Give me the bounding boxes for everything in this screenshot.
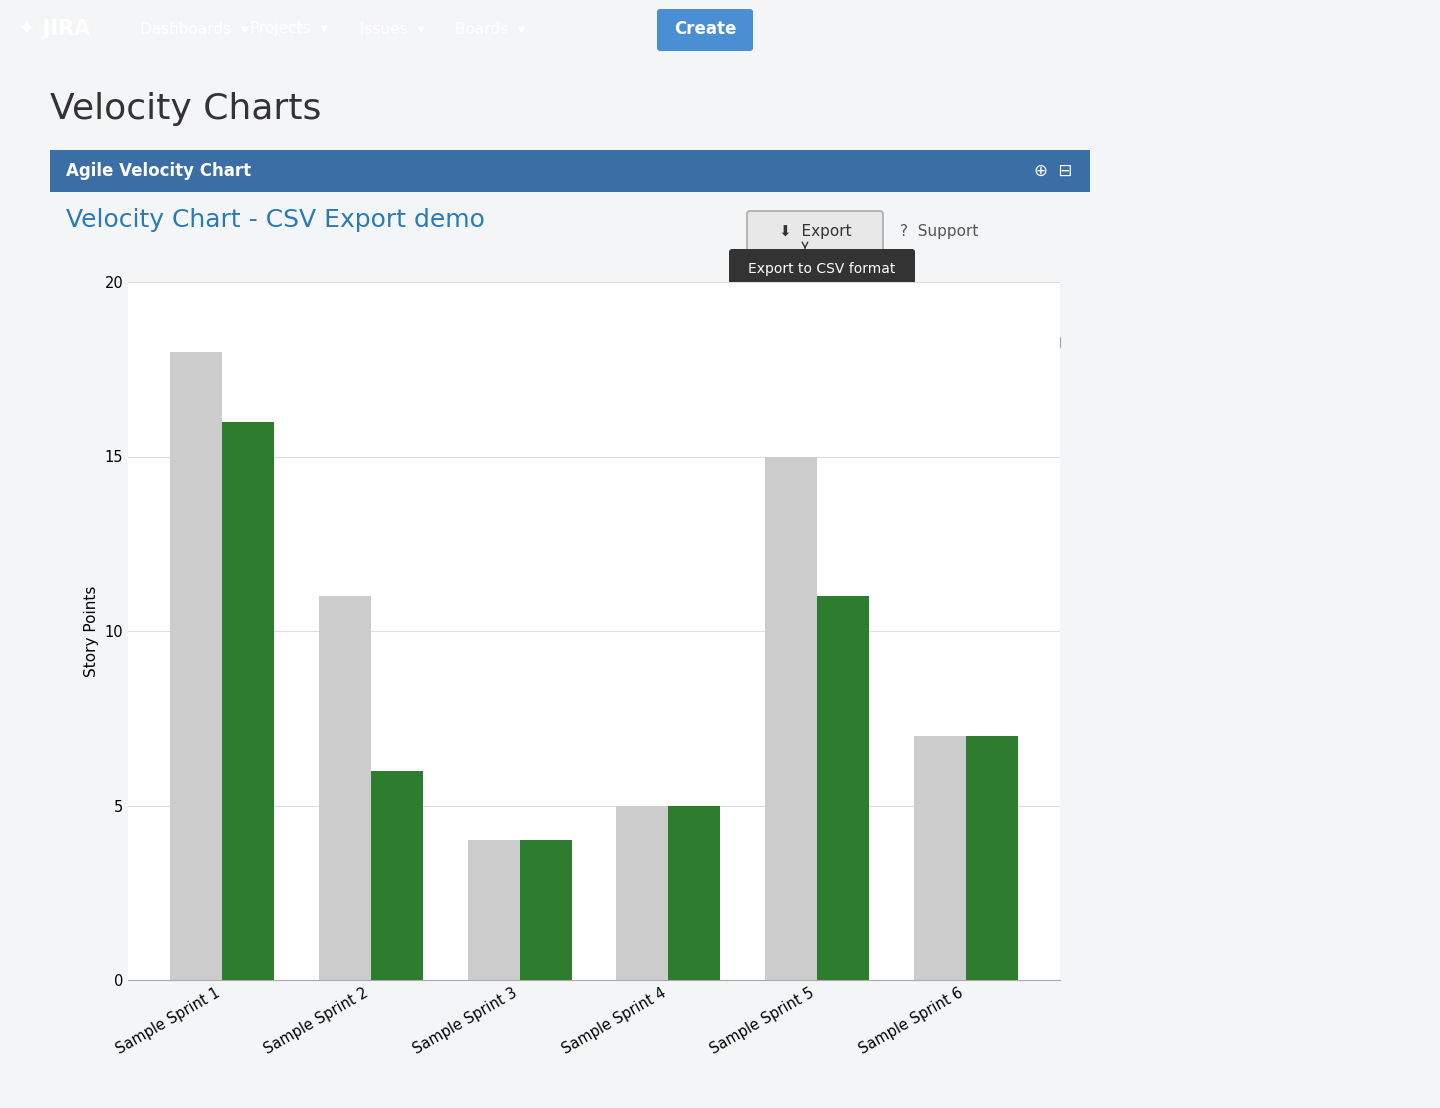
Y-axis label: Story Points: Story Points <box>84 585 99 677</box>
FancyBboxPatch shape <box>657 9 753 51</box>
Bar <box>50 150 1090 192</box>
Bar <box>913 736 966 979</box>
Bar <box>971 316 984 328</box>
Bar <box>170 352 222 979</box>
Text: ✦ JIRA: ✦ JIRA <box>17 19 91 39</box>
Text: Projects  ▾: Projects ▾ <box>251 21 328 37</box>
Bar <box>222 422 275 979</box>
Bar <box>966 736 1018 979</box>
Text: Issues  ▾: Issues ▾ <box>360 21 425 37</box>
FancyBboxPatch shape <box>729 249 914 289</box>
Text: ⬇  Export: ⬇ Export <box>779 225 851 239</box>
Text: Boards  ▾: Boards ▾ <box>455 21 526 37</box>
Bar <box>320 596 372 979</box>
Bar <box>520 840 572 979</box>
Bar <box>468 840 520 979</box>
Text: ?  Support: ? Support <box>900 225 978 239</box>
Bar <box>668 806 720 979</box>
Bar <box>765 456 816 979</box>
Text: planned: planned <box>988 315 1044 329</box>
Bar <box>816 596 868 979</box>
FancyBboxPatch shape <box>747 211 883 253</box>
Text: completed: completed <box>988 337 1061 351</box>
Text: Create: Create <box>674 20 736 38</box>
Text: Velocity Chart - CSV Export demo: Velocity Chart - CSV Export demo <box>66 208 485 232</box>
Bar <box>971 338 984 350</box>
Text: Export to CSV format: Export to CSV format <box>749 261 896 276</box>
Bar <box>372 770 423 979</box>
Text: Agile Velocity Chart: Agile Velocity Chart <box>66 162 251 179</box>
Text: ⊕  ⊟: ⊕ ⊟ <box>1034 162 1071 179</box>
Text: Dashboards  ▾: Dashboards ▾ <box>140 21 249 37</box>
Text: Velocity Charts: Velocity Charts <box>50 92 321 125</box>
Bar <box>616 806 668 979</box>
